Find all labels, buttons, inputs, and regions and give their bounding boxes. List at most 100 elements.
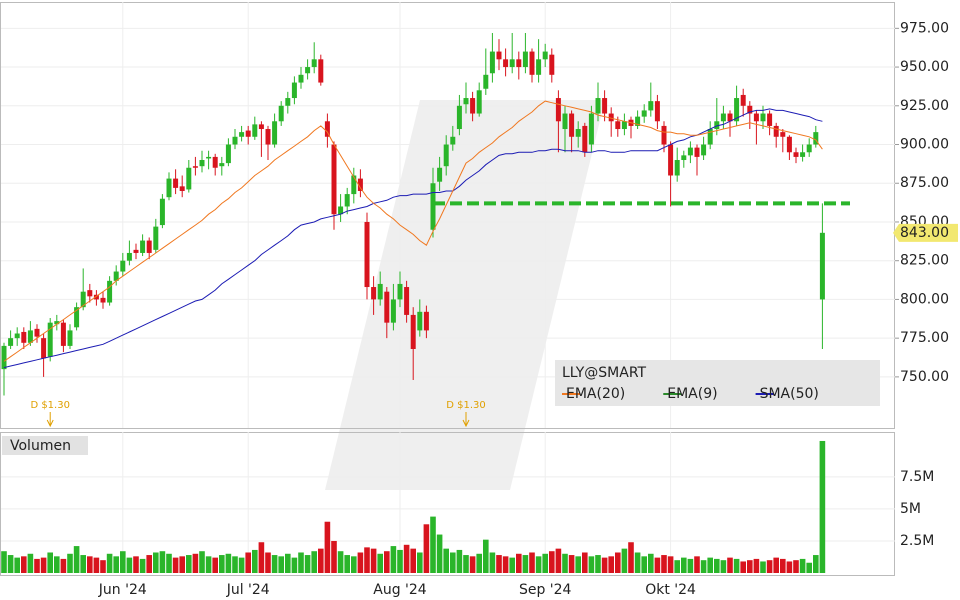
- candle-body: [602, 98, 608, 114]
- candle-body: [113, 271, 119, 281]
- candle-body: [265, 129, 271, 145]
- candle-body: [562, 113, 568, 130]
- candle-body: [496, 51, 502, 60]
- candle-body: [813, 132, 819, 145]
- candle-body: [681, 155, 687, 161]
- marks: [1, 32, 850, 573]
- candle-body: [225, 144, 231, 164]
- candle-body: [278, 105, 284, 122]
- candle-body: [423, 311, 429, 331]
- candle-body: [470, 98, 476, 114]
- candle-body: [305, 67, 311, 74]
- candle-body: [245, 130, 251, 137]
- candle-body: [443, 144, 449, 167]
- volume-bar: [34, 558, 40, 573]
- volume-bar: [522, 555, 529, 573]
- candle-body: [338, 206, 344, 215]
- volume-bar: [417, 552, 423, 573]
- volume-bar: [456, 549, 463, 573]
- candle-body: [767, 113, 773, 126]
- y-tick-label: 925.00: [900, 98, 949, 114]
- candle-body: [311, 59, 317, 68]
- volume-bar: [113, 556, 119, 573]
- volume-bar: [93, 557, 100, 573]
- candle-body: [41, 338, 47, 359]
- volume-bar: [159, 551, 166, 573]
- candle-body: [463, 98, 469, 105]
- candle-body: [674, 160, 680, 176]
- candle-body: [8, 338, 14, 346]
- volume-bar: [291, 557, 298, 573]
- volume-bar: [529, 552, 535, 573]
- candle-body: [80, 291, 86, 308]
- volume-bar: [21, 556, 27, 573]
- volume-bar: [615, 552, 621, 573]
- candle-body: [575, 129, 581, 137]
- volume-bar: [205, 556, 212, 573]
- candle-body: [126, 252, 132, 261]
- volume-tick-label: 2.5M: [900, 533, 934, 549]
- candle-body: [615, 121, 621, 130]
- volume-bar: [674, 560, 680, 573]
- candle-body: [437, 167, 443, 182]
- candle-body: [397, 283, 403, 300]
- legend-box: [555, 360, 880, 406]
- volume-bar: [47, 552, 53, 573]
- volume-bar: [232, 556, 238, 573]
- candle-body: [272, 121, 278, 145]
- volume-bar: [562, 553, 568, 573]
- volume-title: Volumen: [10, 438, 71, 454]
- candle-body: [179, 186, 185, 191]
- legend-label: EMA(20): [566, 386, 625, 402]
- candle-body: [298, 74, 304, 83]
- volume-bar: [106, 553, 113, 573]
- candle-body: [192, 166, 198, 168]
- volume-title-bg: [2, 436, 88, 455]
- volume-bar: [720, 560, 727, 573]
- volume-bar: [278, 556, 284, 573]
- candle-body: [377, 283, 383, 300]
- volume-bar: [542, 553, 548, 573]
- volume-bar: [357, 552, 364, 573]
- y-tick-label: 975.00: [900, 20, 949, 36]
- candle-body: [212, 156, 218, 168]
- candle-body: [186, 167, 192, 190]
- volume-bar: [252, 549, 258, 573]
- volume-bar: [549, 551, 555, 573]
- legend-label: EMA(9): [667, 386, 717, 402]
- candle-body: [133, 249, 139, 253]
- volume-bar: [516, 553, 522, 573]
- y-tick-label: 950.00: [900, 59, 949, 75]
- candle-body: [740, 94, 746, 106]
- candle-body: [371, 287, 377, 300]
- y-tick-label: 775.00: [900, 330, 949, 346]
- legend-label: SMA(50): [760, 386, 819, 402]
- volume-bar: [760, 561, 766, 573]
- candle-body: [364, 221, 370, 288]
- volume-bar: [601, 557, 608, 573]
- last-price-tag: [893, 223, 958, 242]
- candle-body: [153, 226, 159, 250]
- volume-bar: [331, 540, 337, 573]
- candle-body: [206, 156, 212, 159]
- candle-body: [430, 183, 436, 230]
- candle-body: [404, 287, 410, 315]
- candle-body: [595, 98, 601, 114]
- dividend-label: D $1.30: [446, 400, 486, 411]
- candle-body: [47, 322, 53, 357]
- candle-body: [542, 51, 548, 60]
- candle-body: [707, 129, 713, 145]
- volume-bar: [67, 553, 73, 573]
- candle-body: [173, 178, 179, 188]
- volume-bar: [14, 557, 20, 573]
- x-tick-label: Sep '24: [519, 582, 572, 598]
- volume-bar: [786, 561, 793, 573]
- volume-bar: [502, 556, 509, 573]
- candle-body: [503, 59, 509, 68]
- volume-bar: [608, 556, 614, 573]
- candle-body: [21, 331, 27, 343]
- candle-body: [67, 330, 73, 346]
- volume-bar: [641, 556, 647, 573]
- candle-body: [60, 322, 66, 346]
- volume-bar: [265, 552, 271, 573]
